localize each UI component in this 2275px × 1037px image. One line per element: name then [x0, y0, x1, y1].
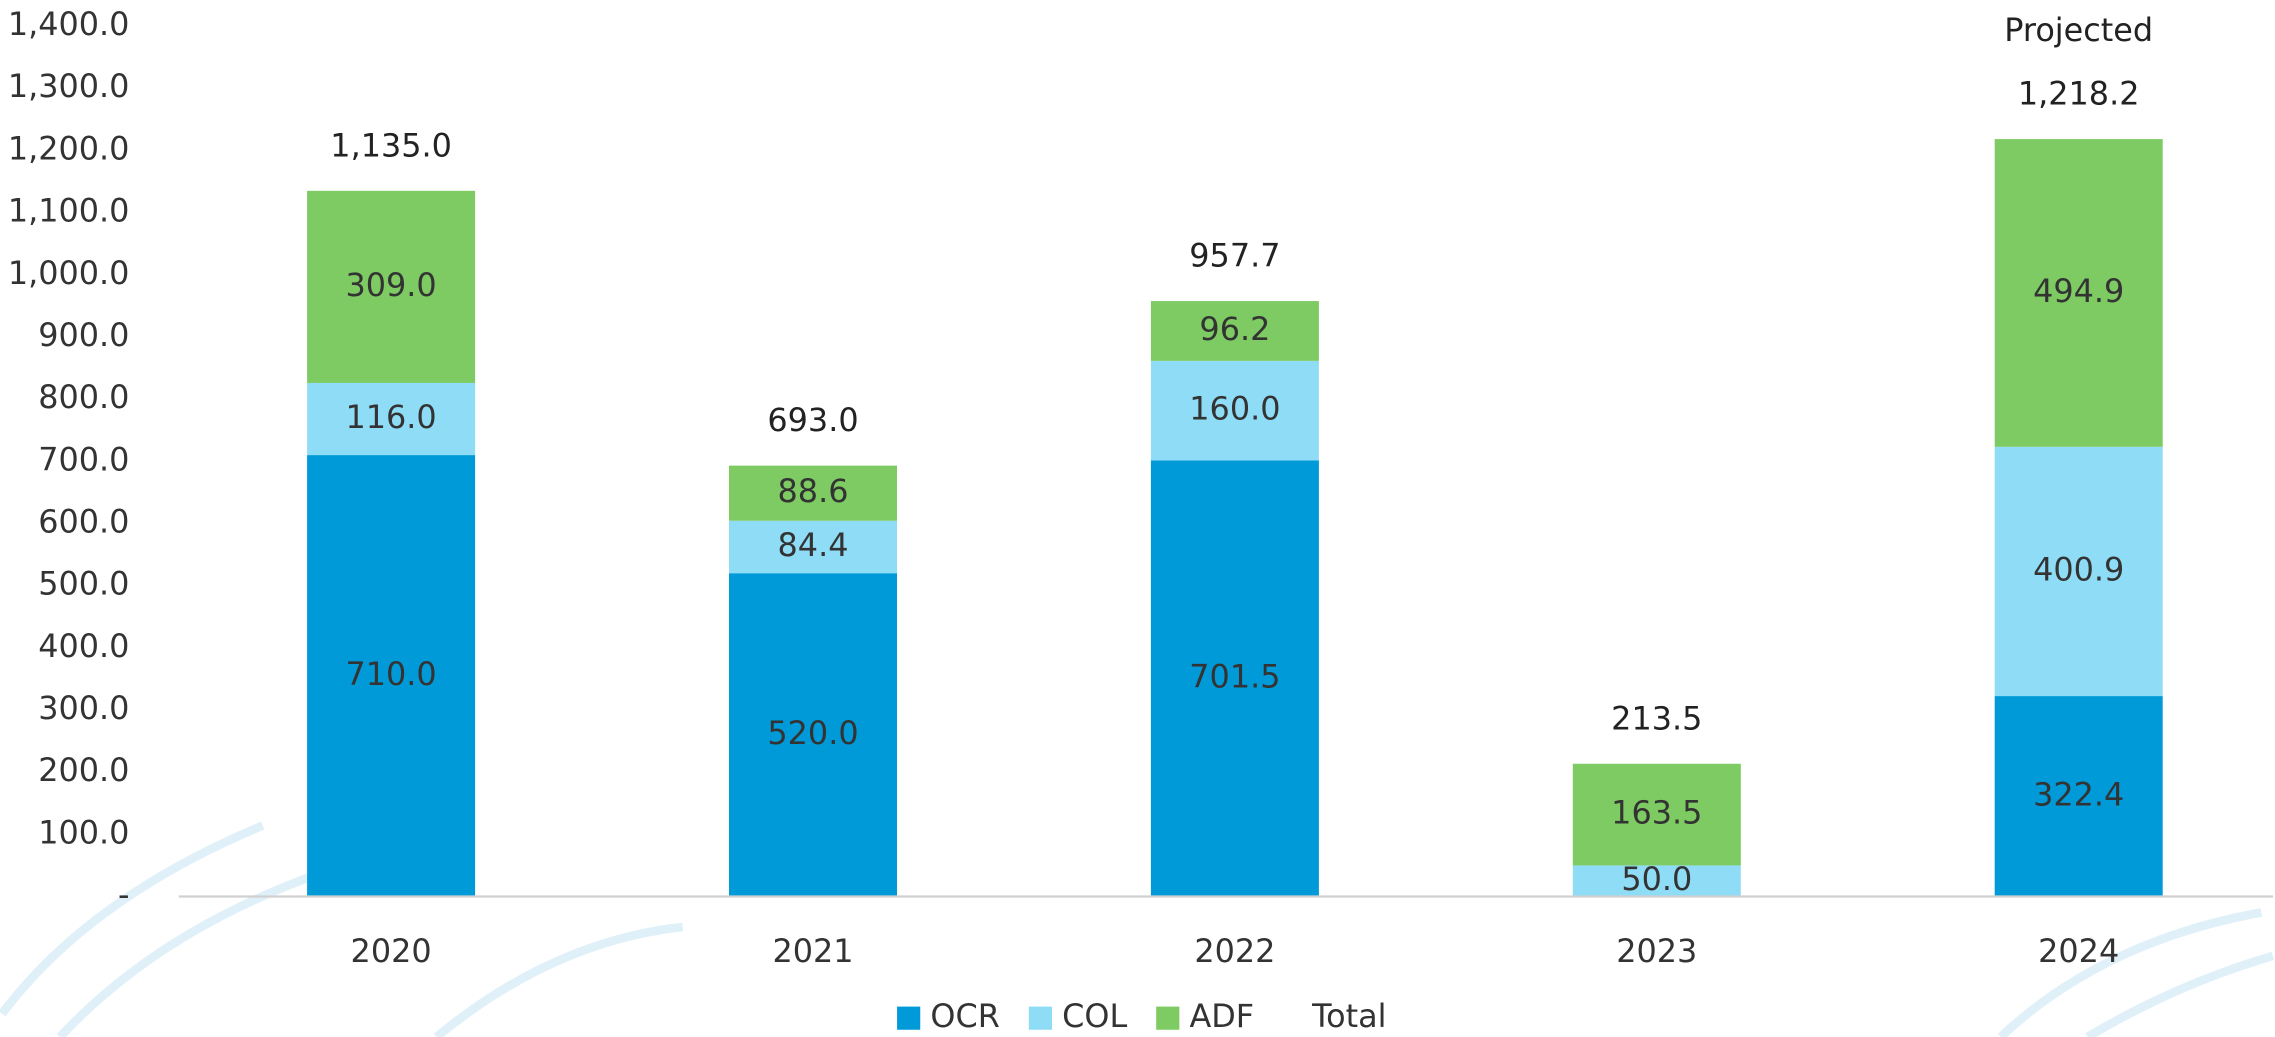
bar-segment [1150, 360, 1319, 461]
segment-label: 400.9 [2033, 550, 2124, 588]
bar-segment [729, 573, 898, 897]
y-tick-label: 1,100.0 [8, 192, 130, 230]
x-tick-label: 2024 [2038, 932, 2119, 970]
y-tick-label: 1,300.0 [8, 67, 130, 105]
segment-label: 520.0 [767, 714, 858, 752]
y-tick-label: 400.0 [38, 627, 129, 665]
segment-label: 96.2 [1199, 310, 1270, 348]
y-tick-label: 600.0 [38, 502, 129, 540]
bar-segment [729, 520, 898, 574]
x-tick-label: 2020 [351, 932, 432, 970]
legend-label: COL [1062, 997, 1127, 1035]
y-tick-label: 1,400.0 [8, 5, 130, 43]
y-tick-label: 100.0 [38, 813, 129, 851]
segment-label: 84.4 [778, 526, 849, 564]
bar-segment [307, 382, 476, 456]
y-tick-label: 500.0 [38, 565, 129, 603]
y-tick-label: 700.0 [38, 440, 129, 478]
y-tick-label: 300.0 [38, 689, 129, 727]
y-tick-label: - [118, 876, 130, 914]
segment-label: 309.0 [345, 266, 436, 304]
bar-segment [307, 455, 476, 897]
y-tick-label: 1,200.0 [8, 129, 130, 167]
total-label: 693.0 [767, 401, 858, 439]
legend-label: ADF [1189, 997, 1254, 1035]
bar-segment [1994, 139, 2163, 447]
segment-label: 160.0 [1189, 390, 1280, 428]
segment-label: 116.0 [345, 398, 436, 436]
y-tick-label: 1,000.0 [8, 254, 130, 292]
bar-segment [729, 465, 898, 521]
total-label: 1,218.2 [2018, 75, 2140, 113]
segment-label: 710.0 [345, 655, 436, 693]
y-tick-label: 800.0 [38, 378, 129, 416]
bar-segment [307, 190, 476, 383]
bar-segment [1572, 865, 1741, 897]
bar-segment [1572, 763, 1741, 866]
y-tick-label: 900.0 [38, 316, 129, 354]
total-label: 1,135.0 [330, 126, 452, 164]
legend-swatch [1028, 1006, 1052, 1030]
segment-label: 701.5 [1189, 657, 1280, 695]
bar-segment [1150, 301, 1319, 361]
x-tick-label: 2022 [1194, 932, 1275, 970]
total-label: 213.5 [1611, 699, 1702, 737]
segment-label: 50.0 [1621, 860, 1692, 898]
bar-segment [1994, 446, 2163, 697]
segment-label: 88.6 [778, 472, 849, 510]
x-tick-label: 2023 [1616, 932, 1697, 970]
legend-label: Total [1311, 997, 1386, 1035]
segment-label: 322.4 [2033, 775, 2124, 813]
segment-label: 494.9 [2033, 272, 2124, 310]
total-label: 957.7 [1189, 237, 1280, 275]
legend-swatch [1156, 1006, 1180, 1030]
bar-segment [1994, 696, 2163, 897]
legend-label: OCR [930, 997, 999, 1035]
legend-swatch [897, 1006, 921, 1030]
x-tick-label: 2021 [772, 932, 853, 970]
y-tick-label: 200.0 [38, 751, 129, 789]
bar-segment [1150, 460, 1319, 897]
segment-label: 163.5 [1611, 794, 1702, 832]
annotation: Projected [2004, 11, 2153, 49]
